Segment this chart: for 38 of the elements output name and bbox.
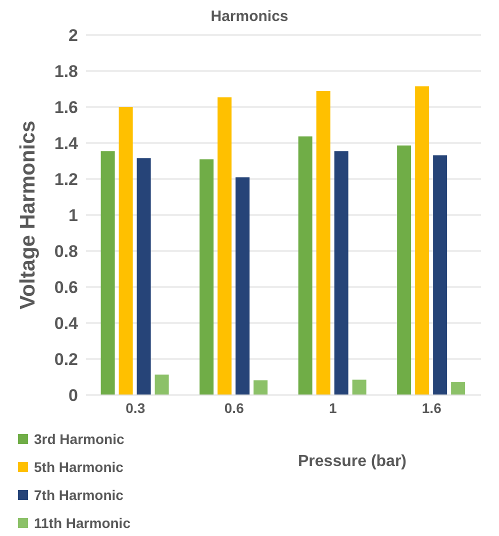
bar	[236, 177, 250, 395]
bar	[154, 374, 169, 395]
y-tick-label: 0	[68, 386, 78, 406]
y-axis-title: Voltage Harmonics	[16, 120, 40, 310]
bar	[352, 380, 366, 395]
y-tick-label: 1.2	[54, 170, 78, 190]
x-axis-title: Pressure (bar)	[297, 452, 408, 472]
bar	[118, 107, 133, 395]
bar	[298, 136, 312, 395]
bar	[218, 97, 232, 395]
x-tick-label: 1.6	[422, 400, 442, 416]
y-tick-label: 1.4	[54, 134, 79, 154]
bar	[100, 151, 115, 395]
bar	[433, 155, 448, 395]
bar	[397, 146, 412, 395]
bar	[316, 90, 330, 395]
bar	[334, 151, 348, 395]
legend-label: 11th Harmonic	[34, 515, 130, 531]
y-tick-label: 0.8	[54, 242, 78, 262]
bar	[200, 159, 214, 395]
x-tick-label: 1	[328, 400, 337, 416]
y-tick-label: 0.4	[54, 314, 79, 334]
y-tick-label: 1.6	[54, 98, 78, 118]
legend-label: 3rd Harmonic	[34, 431, 124, 447]
x-tick-label: 0.3	[126, 400, 146, 416]
bar	[136, 158, 151, 395]
bar	[451, 382, 466, 395]
y-tick-label: 0.6	[54, 278, 78, 298]
y-tick-label: 2	[68, 26, 78, 46]
bar	[254, 380, 268, 395]
legend-label: 5th Harmonic	[34, 459, 124, 475]
y-tick-label: 0.2	[54, 350, 78, 370]
legend-label: 7th Harmonic	[34, 487, 124, 503]
y-tick-label: 1.8	[54, 62, 78, 82]
bar	[415, 86, 430, 395]
chart-title: Harmonics	[210, 8, 290, 25]
y-tick-label: 1	[68, 206, 78, 226]
x-tick-label: 0.6	[224, 400, 244, 416]
